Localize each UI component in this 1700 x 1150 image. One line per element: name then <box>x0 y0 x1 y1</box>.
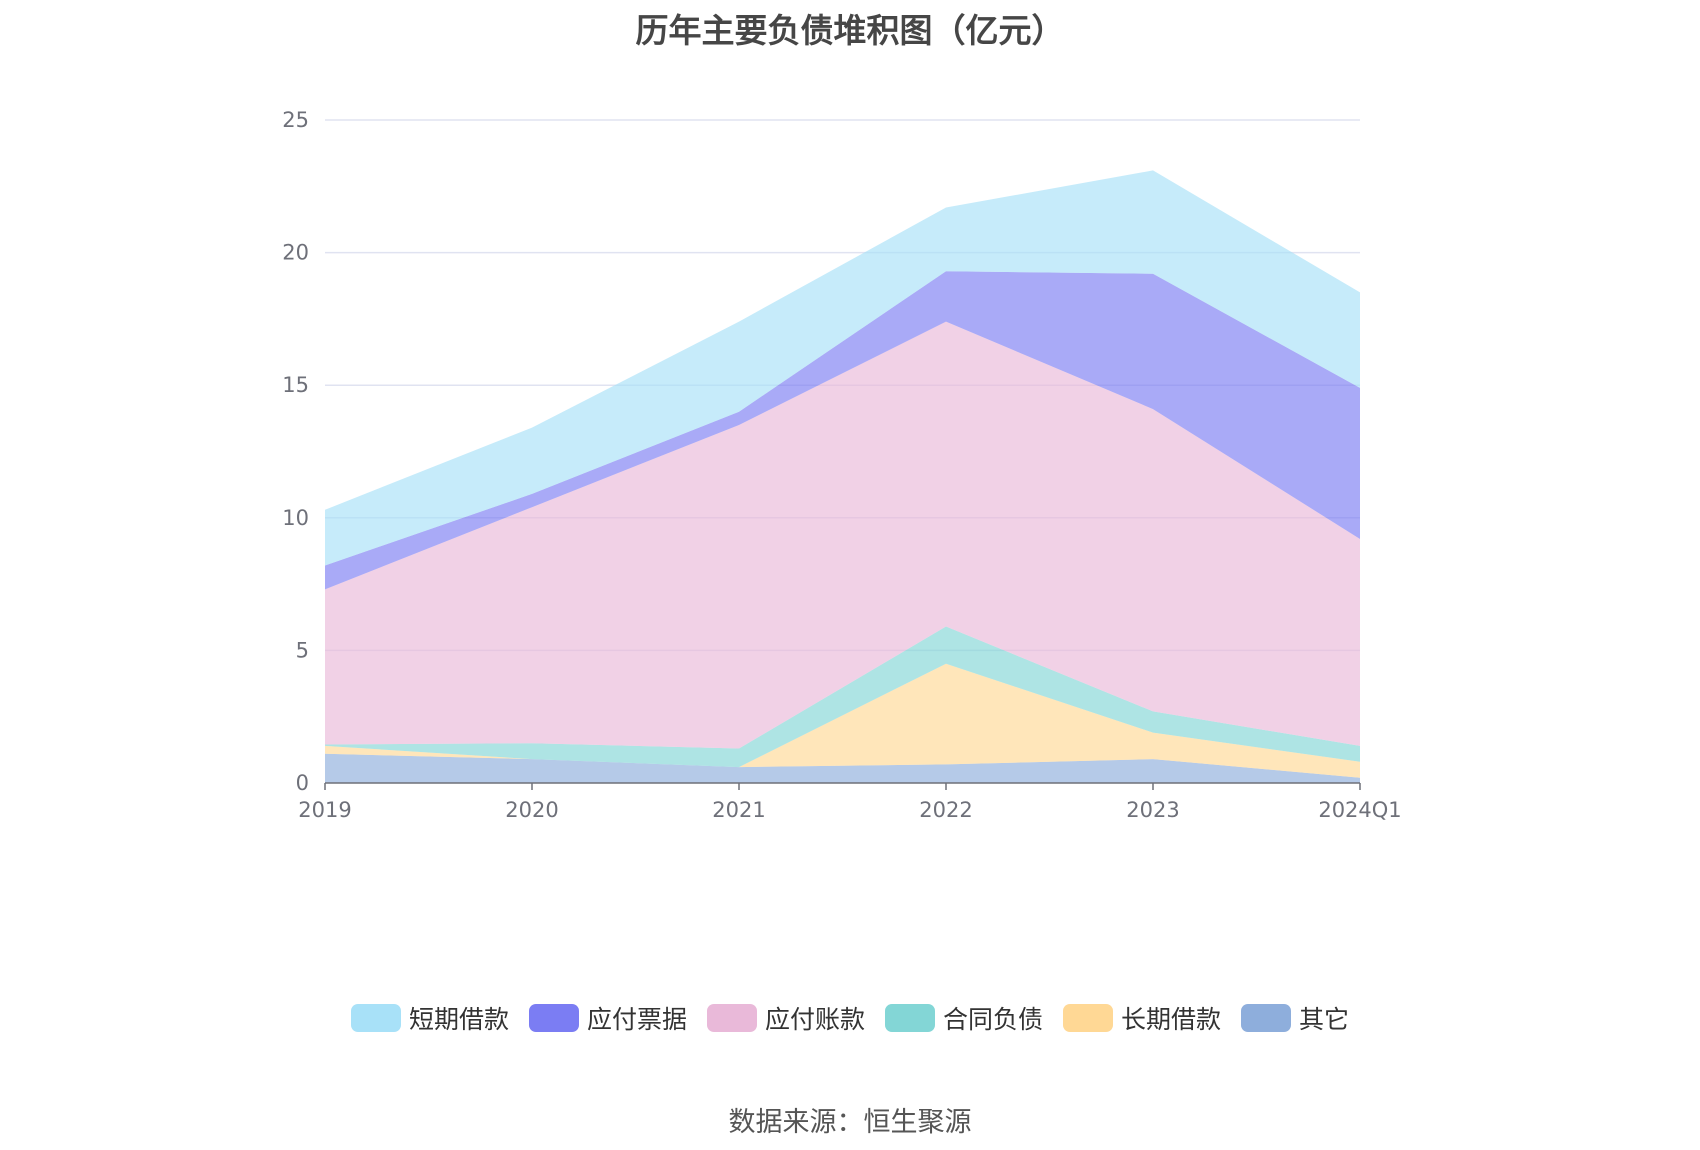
y-tick-label: 10 <box>282 506 309 530</box>
legend-label: 其它 <box>1299 1005 1350 1034</box>
axes: 0 5 10 15 20 25 2019 2020 2021 2022 2023 2024Q1 <box>282 108 1401 822</box>
area-series <box>325 170 1360 783</box>
x-tick-label: 2022 <box>919 798 972 822</box>
y-tick-label: 25 <box>282 108 309 132</box>
legend-label: 短期借款 <box>408 1005 509 1034</box>
x-tick-label: 2023 <box>1126 798 1179 822</box>
legend-label: 应付账款 <box>764 1005 865 1034</box>
legend-label: 长期借款 <box>1121 1005 1222 1034</box>
legend-swatch <box>885 1004 935 1032</box>
y-tick-label: 20 <box>282 241 309 265</box>
legend: 短期借款 应付票据 应付账款 合同负债 长期借款 其它 <box>0 1000 1700 1036</box>
area-合同负债 <box>325 626 1360 768</box>
source-note: 数据来源：恒生聚源 <box>728 1107 972 1138</box>
area-短期借款 <box>325 170 1360 566</box>
x-tick-label: 2019 <box>298 798 351 822</box>
legend-swatch <box>528 1004 579 1032</box>
legend-item[interactable]: 合同负债 <box>885 1000 1043 1036</box>
legend-item[interactable]: 应付账款 <box>706 1000 865 1036</box>
y-tick-label: 15 <box>282 373 309 397</box>
legend-item[interactable]: 长期借款 <box>1063 1000 1221 1036</box>
area-应付账款 <box>325 321 1360 749</box>
legend-label: 应付票据 <box>586 1005 687 1034</box>
area-应付票据 <box>325 271 1360 590</box>
x-tick-label: 2020 <box>505 798 558 822</box>
chart-title: 历年主要负债堆积图（亿元） <box>635 11 1065 50</box>
legend-swatch <box>1241 1004 1292 1032</box>
legend-item[interactable]: 应付票据 <box>528 1000 687 1036</box>
legend-swatch <box>350 1004 401 1032</box>
x-tick-label: 2021 <box>712 798 765 822</box>
x-tick-label: 2024Q1 <box>1318 798 1401 822</box>
legend-item[interactable]: 短期借款 <box>350 1000 509 1036</box>
y-tick-label: 0 <box>296 771 309 795</box>
legend-swatch <box>1063 1004 1114 1032</box>
area-长期借款 <box>325 663 1360 778</box>
legend-label: 合同负债 <box>943 1005 1044 1034</box>
legend-swatch <box>706 1004 757 1032</box>
y-tick-label: 5 <box>296 638 309 662</box>
legend-item[interactable]: 其它 <box>1241 1000 1349 1036</box>
